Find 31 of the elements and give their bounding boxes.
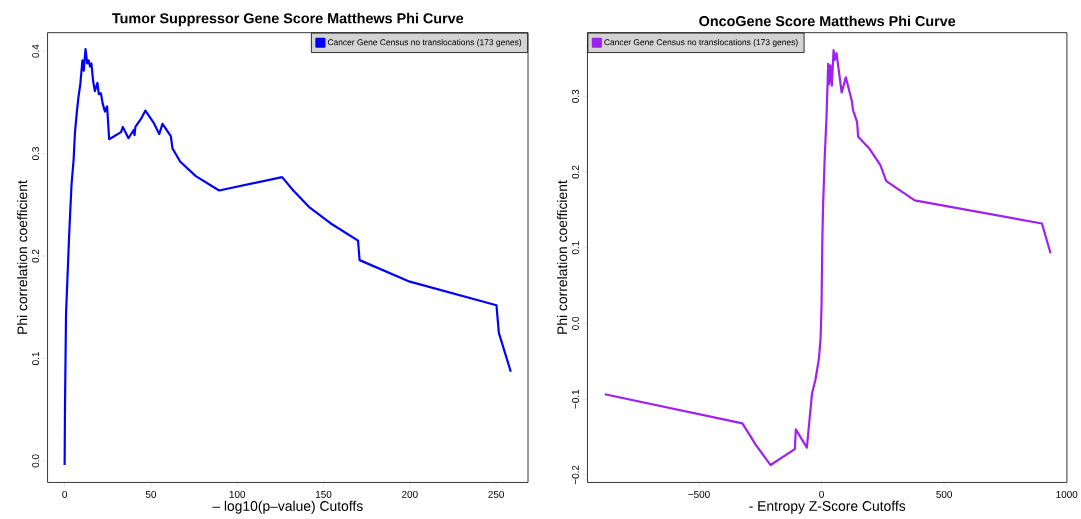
legend-label: Cancer Gene Census no translocations (173 genes) bbox=[604, 38, 798, 47]
y-tick-label: 0.0 bbox=[32, 454, 40, 468]
y-tick-label: 0.1 bbox=[32, 352, 40, 365]
x-tick-label: 0 bbox=[819, 490, 824, 498]
line-series bbox=[603, 48, 1052, 467]
x-tick-label: 1000 bbox=[1056, 490, 1078, 498]
x-tick-label: 50 bbox=[145, 490, 157, 498]
chart-title: Tumor Suppressor Gene Score Matthews Phi Curve bbox=[112, 12, 464, 27]
y-tick-label: −0.1 bbox=[572, 389, 579, 409]
y-tick-label: 0.1 bbox=[572, 241, 579, 255]
line-series bbox=[63, 47, 512, 467]
x-tick-label: 500 bbox=[936, 490, 952, 498]
chart-title: OncoGene Score Matthews Phi Curve bbox=[699, 15, 956, 27]
x-tick-label: 0 bbox=[62, 490, 68, 498]
x-axis-title: - Entropy Z-Score Cutoffs bbox=[749, 500, 906, 514]
y-tick-label: 0.2 bbox=[32, 249, 40, 263]
y-axis-title: Phi correlation coefficient bbox=[556, 180, 568, 334]
y-axis-title: Phi correlation coefficient bbox=[17, 180, 28, 334]
y-tick-label: 0.3 bbox=[32, 147, 40, 161]
legend-label: Cancer Gene Census no translocations (173 genes) bbox=[327, 38, 522, 47]
y-tick-label: 0.3 bbox=[572, 89, 579, 103]
y-tick-label: 0.4 bbox=[32, 44, 40, 58]
x-tick-label: 150 bbox=[316, 490, 332, 498]
x-tick-label: 250 bbox=[488, 490, 504, 498]
x-tick-label: 200 bbox=[402, 490, 418, 498]
x-tick-label: 100 bbox=[229, 490, 246, 498]
y-tick-label: 0.0 bbox=[572, 316, 579, 330]
x-axis-title: – log10(p–value) Cutoffs bbox=[212, 500, 363, 514]
y-tick-label: −0.2 bbox=[572, 465, 579, 485]
y-tick-label: 0.2 bbox=[572, 165, 579, 179]
x-tick-label: −500 bbox=[688, 490, 710, 498]
